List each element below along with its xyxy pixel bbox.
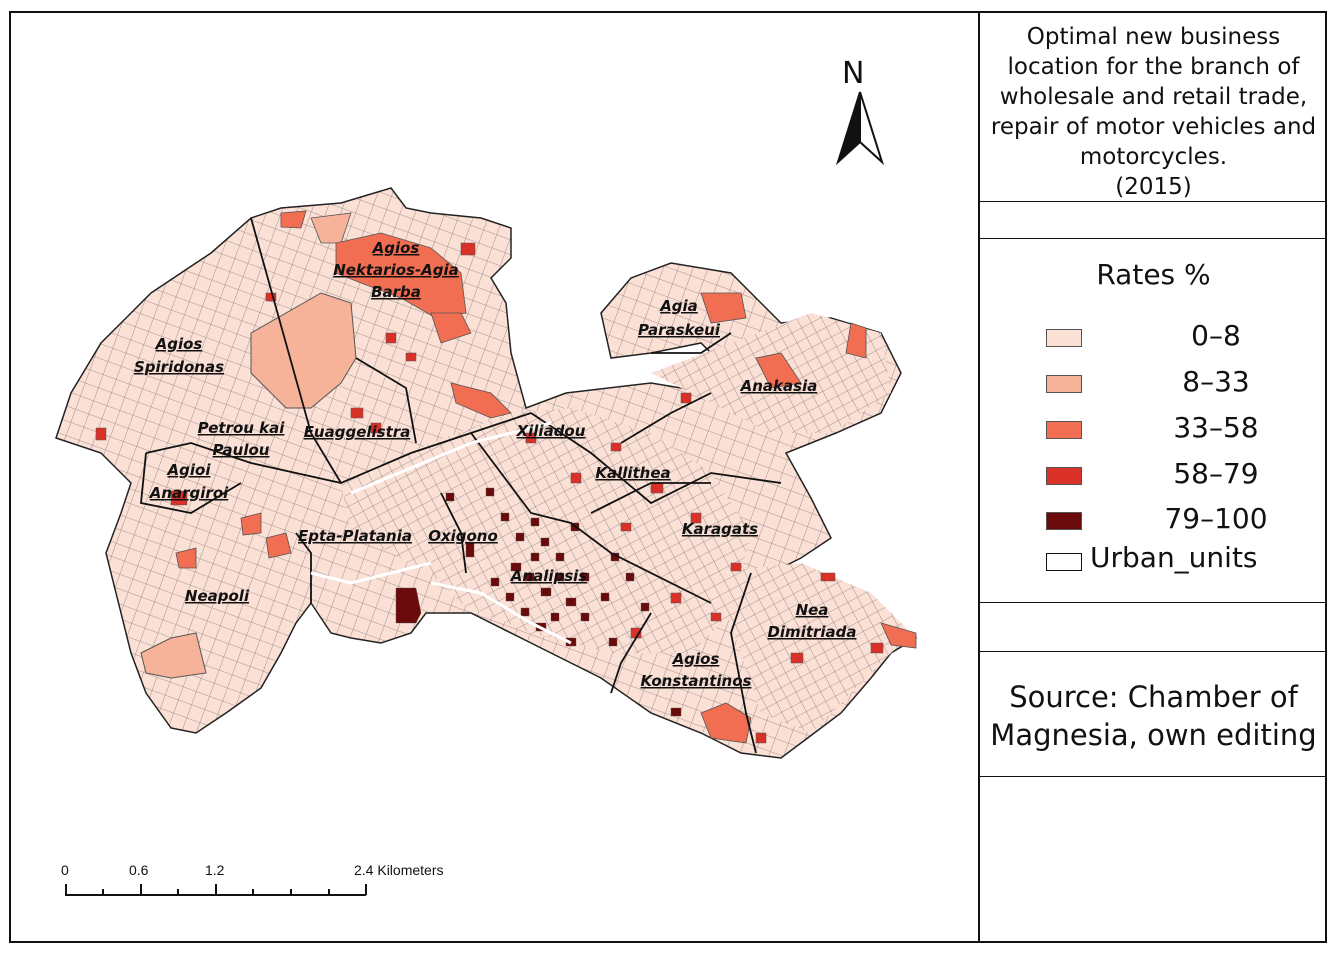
district-label: Euaggelistra: [304, 423, 411, 441]
title-line: repair of motor vehicles and: [990, 114, 1317, 140]
scale-label: 0.6: [129, 862, 149, 878]
district-label: Kallithea: [595, 464, 670, 482]
title-line: location for the branch of: [1007, 54, 1300, 80]
district-label: Nea: [796, 601, 829, 619]
class-58-79-areas: [95, 242, 884, 744]
legend-swatch: [1046, 512, 1082, 530]
district-label: Agios: [672, 650, 720, 668]
district-label: Anakasia: [740, 377, 818, 395]
district-label: Paulou: [213, 441, 270, 459]
district-label: Neapoli: [185, 587, 250, 605]
map-frame: [9, 11, 1327, 943]
scale-bar: 0 0.6 1.2 2.4 Kilometers: [60, 862, 480, 902]
district-label: Agios: [155, 335, 203, 353]
title-line: (2015): [1115, 174, 1192, 200]
title-line: wholesale and retail trade,: [999, 84, 1308, 110]
divider-line: [980, 238, 1327, 239]
map-title: Optimal new business location for the br…: [980, 22, 1327, 202]
divider-line: [980, 602, 1327, 603]
title-line: Optimal new business: [1026, 24, 1281, 50]
legend-swatch: [1046, 329, 1082, 347]
legend-label: 79–100: [1164, 502, 1268, 535]
divider-line: [980, 776, 1327, 777]
legend-label: Urban_units: [1090, 541, 1258, 574]
source-line: Source: Chamber of: [1009, 680, 1298, 714]
district-label: Karagats: [682, 520, 758, 538]
district-boundaries: [140, 217, 782, 754]
legend-label: 8–33: [1182, 365, 1250, 398]
scale-label: 1.2: [205, 862, 225, 878]
district-label: Epta-Platania: [298, 527, 412, 545]
legend-swatch: [1046, 421, 1082, 439]
choropleth-map: Agios Nektarios-Agia Barba Agios Spirido…: [55, 187, 918, 759]
district-labels: Agios Nektarios-Agia Barba Agios Spirido…: [134, 239, 857, 690]
district-label: Paraskeui: [638, 321, 721, 339]
district-label: Petrou kai: [198, 419, 286, 437]
divider-line: [980, 201, 1327, 202]
legend-swatch: [1046, 375, 1082, 393]
district-label: Xiliadou: [516, 422, 586, 440]
main-roads: [310, 421, 572, 645]
district-label: Konstantinos: [641, 672, 752, 690]
district-label: Agia: [659, 297, 698, 315]
district-label: Agios: [372, 239, 420, 257]
district-label: Analipsis: [510, 567, 588, 585]
panel-divider: [978, 11, 980, 943]
scale-label: 2.4 Kilometers: [354, 862, 444, 878]
district-label: Agioi: [167, 461, 212, 479]
north-label: N: [842, 56, 865, 91]
district-label: Anargiroi: [149, 484, 229, 502]
legend-label: 33–58: [1173, 411, 1259, 444]
scale-label: 0: [61, 862, 69, 878]
district-label: Oxigono: [428, 527, 498, 545]
divider-line: [980, 651, 1327, 652]
source-note: Source: Chamber of Magnesia, own editing: [980, 678, 1327, 754]
district-label: Barba: [371, 283, 421, 301]
district-label: Spiridonas: [134, 358, 224, 376]
source-line: Magnesia, own editing: [990, 718, 1317, 752]
district-label: Dimitriada: [767, 623, 856, 641]
class-8-33-areas: [140, 212, 357, 679]
legend-title: Rates %: [1096, 258, 1211, 291]
north-arrow-icon: [835, 91, 885, 166]
district-label: Nektarios-Agia: [333, 261, 459, 279]
legend-swatch: [1046, 467, 1082, 485]
legend-label: 58–79: [1173, 457, 1259, 490]
north-arrow: N: [830, 56, 890, 166]
class-33-58-areas: [175, 210, 917, 744]
legend-label: 0–8: [1191, 319, 1241, 352]
title-line: motorcycles.: [1079, 144, 1228, 170]
legend-swatch: [1046, 553, 1082, 571]
